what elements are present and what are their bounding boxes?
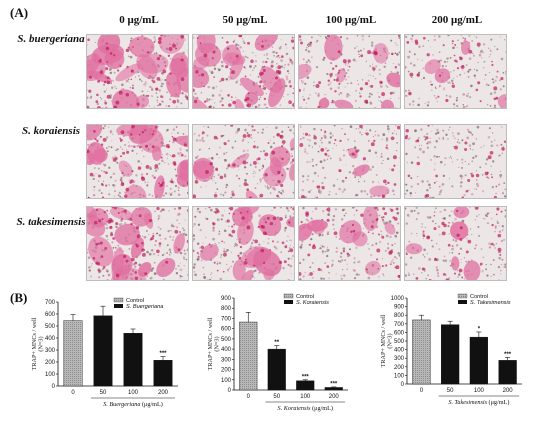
legend-label-treated: S. Takesimensis — [470, 300, 511, 306]
y-tick-label: 100 — [45, 372, 56, 378]
micrograph-0-2 — [298, 34, 401, 109]
legend-label-treated: S. Buergeriana — [126, 304, 163, 310]
column-header-50: 50 μg/mL — [192, 14, 298, 26]
legend-label-treated: S. Koraiensis — [296, 300, 329, 306]
column-header-100: 100 μg/mL — [298, 14, 404, 26]
micrograph-0-3 — [404, 34, 507, 109]
legend-swatch-control — [458, 294, 467, 298]
x-tick-label: 50 — [273, 394, 280, 400]
y-tick-label: 200 — [394, 365, 405, 371]
x-tick-label: 100 — [300, 394, 311, 400]
bar-200 — [154, 360, 173, 386]
micrograph-2-1 — [192, 206, 295, 281]
y-tick-label: 0 — [52, 384, 56, 390]
row-header-takesimensis: S. takesimensis — [14, 216, 88, 228]
x-tick-label: 200 — [329, 394, 340, 400]
x-tick-label: 0 — [71, 390, 75, 396]
micrograph-1-0 — [86, 124, 189, 199]
column-header-0: 0 μg/mL — [86, 14, 192, 26]
x-tick-label: 0 — [247, 394, 251, 400]
y-tick-label: 600 — [221, 327, 232, 333]
micrograph-0-1 — [192, 34, 295, 109]
y-tick-label: 800 — [394, 313, 405, 319]
y-tick-label: 200 — [221, 368, 232, 374]
bar-100 — [296, 381, 314, 390]
micrograph-2-0 — [86, 206, 189, 281]
bar-200 — [325, 387, 343, 390]
micrograph-1-2 — [298, 124, 401, 199]
y-tick-label: 100 — [394, 373, 405, 379]
legend-swatch-control — [114, 298, 123, 302]
significance-label: *** — [159, 351, 167, 357]
y-tick-label: 500 — [394, 339, 405, 345]
panel-a-label: (A) — [10, 5, 28, 21]
y-tick-label: 700 — [394, 322, 405, 328]
x-tick-label: 100 — [474, 388, 485, 394]
y-axis-label: TRAP+ MNCs / well(N=3) — [380, 314, 394, 367]
micrograph-0-0 — [86, 34, 189, 109]
y-tick-label: 400 — [45, 336, 56, 342]
x-tick-label: 50 — [100, 390, 107, 396]
y-tick-label: 600 — [45, 312, 56, 318]
significance-label: *** — [302, 374, 310, 380]
x-tick-label: 50 — [447, 388, 454, 394]
bar-0 — [412, 320, 430, 384]
bar-0 — [239, 322, 257, 390]
bar-100 — [124, 333, 143, 386]
x-axis-label: S. Takesimensis (μg/mL) — [448, 399, 509, 406]
y-tick-label: 0 — [401, 382, 405, 388]
bar-50 — [94, 316, 113, 386]
y-tick-label: 100 — [221, 378, 232, 384]
column-header-200: 200 μg/mL — [404, 14, 510, 26]
legend-swatch-control — [284, 294, 293, 298]
y-tick-label: 700 — [45, 300, 56, 306]
row-header-koraiensis: S. koraiensis — [14, 125, 88, 137]
x-axis-label: S. Buergeriana (μg/mL) — [103, 401, 163, 408]
legend-swatch-treated — [458, 300, 467, 304]
legend-swatch-treated — [284, 300, 293, 304]
significance-label: * — [478, 326, 481, 332]
y-tick-label: 400 — [394, 348, 405, 354]
bar-50 — [441, 325, 459, 384]
y-axis-label: TRAP+ MNCs / well(N=3) — [31, 317, 45, 370]
micrograph-1-3 — [404, 124, 507, 199]
y-tick-label: 300 — [45, 348, 56, 354]
y-tick-label: 200 — [45, 360, 56, 366]
micrograph-2-2 — [298, 206, 401, 281]
bar-100 — [470, 337, 488, 384]
y-tick-label: 400 — [221, 347, 232, 353]
x-tick-label: 0 — [420, 388, 424, 394]
y-tick-label: 500 — [221, 337, 232, 343]
bar-0 — [64, 321, 83, 386]
x-axis-label: S. Koraiensis (μg/mL) — [278, 405, 333, 412]
panel-b-label: (B) — [10, 290, 27, 306]
legend-swatch-treated — [114, 304, 123, 308]
row-header-buergeriana: S. buergeriana — [14, 33, 88, 45]
significance-label: *** — [504, 352, 512, 358]
y-tick-label: 500 — [45, 324, 56, 330]
x-tick-label: 100 — [128, 390, 139, 396]
x-tick-label: 200 — [503, 388, 514, 394]
y-tick-label: 900 — [394, 305, 405, 311]
y-tick-label: 300 — [394, 356, 405, 362]
y-tick-label: 800 — [221, 306, 232, 312]
y-tick-label: 0 — [228, 388, 232, 394]
y-axis-label: TRAP+ MNCs / well(N=3) — [207, 317, 221, 370]
significance-label: ** — [274, 340, 279, 346]
y-tick-label: 700 — [221, 316, 232, 322]
y-tick-label: 300 — [221, 357, 232, 363]
y-tick-label: 600 — [394, 330, 405, 336]
bar-50 — [268, 349, 286, 390]
bar-200 — [499, 360, 517, 384]
y-tick-label: 900 — [221, 296, 232, 302]
micrograph-2-3 — [404, 206, 507, 281]
x-tick-label: 200 — [158, 390, 169, 396]
y-tick-label: 1000 — [391, 296, 405, 302]
significance-label: *** — [330, 381, 338, 387]
micrograph-1-1 — [192, 124, 295, 199]
